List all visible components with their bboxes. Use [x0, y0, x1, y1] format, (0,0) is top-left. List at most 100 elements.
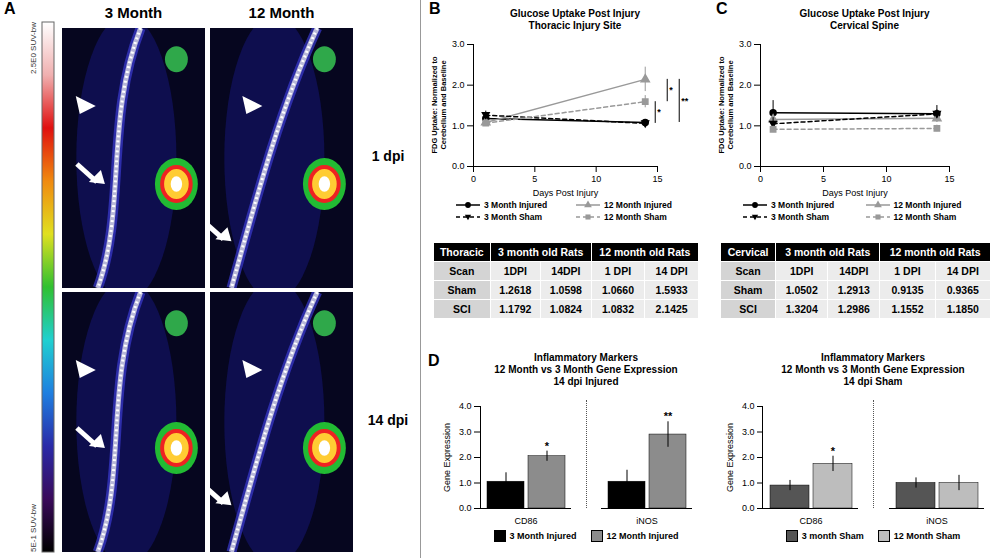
svg-text:*: *: [669, 85, 673, 95]
html-text:1.1552: 1.1552: [891, 303, 924, 315]
svg-text:1.0: 1.0: [452, 121, 465, 131]
html-text:12 Month vs 3 Month Gene Expre: 12 Month vs 3 Month Gene Expression: [781, 364, 965, 375]
html-text:14 dpi Sham: 14 dpi Sham: [843, 376, 903, 387]
html-text:1.0660: 1.0660: [601, 284, 634, 296]
html-text:Scan: Scan: [449, 265, 475, 277]
html-text:1.0598: 1.0598: [549, 284, 582, 296]
html-text:Sham: Sham: [447, 284, 477, 296]
html-text:Inflammatory Markers: Inflammatory Markers: [534, 352, 638, 363]
html-text:3 Month: 3 Month: [104, 4, 163, 21]
svg-text:1.0: 1.0: [742, 478, 755, 488]
svg-text:3.0: 3.0: [739, 39, 752, 49]
html-text:1 dpi: 1 dpi: [371, 148, 405, 164]
svg-text:*: *: [657, 107, 661, 117]
svg-text:10: 10: [591, 174, 601, 184]
html-text:1.0824: 1.0824: [549, 303, 582, 315]
html-text:C: C: [716, 0, 728, 17]
html-text:0.9135: 0.9135: [891, 284, 924, 296]
html-text:Scan: Scan: [735, 265, 761, 277]
html-text:12 month old Rats: 12 month old Rats: [599, 246, 691, 258]
html-text:1 DPI: 1 DPI: [894, 265, 921, 277]
html-text:1.1850: 1.1850: [946, 303, 979, 315]
svg-text:iNOS: iNOS: [636, 516, 658, 526]
html-text:14 DPI: 14 DPI: [655, 265, 688, 277]
html-text:Glucose Uptake Post Injury: Glucose Uptake Post Injury: [510, 8, 640, 19]
svg-text:Days Post Injury: Days Post Injury: [822, 188, 888, 198]
svg-text:10: 10: [881, 174, 891, 184]
svg-text:CD86: CD86: [799, 516, 822, 526]
html-text:1DPI: 1DPI: [503, 265, 527, 277]
svg-text:2.0: 2.0: [742, 452, 755, 462]
html-text:14 dpi: 14 dpi: [367, 412, 409, 428]
svg-text:15: 15: [944, 174, 954, 184]
svg-text:2.5E0 SUV-bw: 2.5E0 SUV-bw: [29, 22, 38, 74]
svg-text:Gene Expression: Gene Expression: [442, 423, 452, 492]
html-text:A: A: [4, 0, 16, 17]
html-text:Thoracic: Thoracic: [439, 246, 484, 258]
html-text:3 month old Rats: 3 month old Rats: [785, 246, 871, 258]
html-text:B: B: [429, 0, 441, 17]
html-text:14DPI: 14DPI: [839, 265, 869, 277]
svg-text:5E-1 SUV-bw: 5E-1 SUV-bw: [29, 504, 38, 552]
svg-text:iNOS: iNOS: [926, 516, 948, 526]
html-text:12 month old Rats: 12 month old Rats: [889, 246, 981, 258]
svg-text:FDG Uptake: Normalized toCereb: FDG Uptake: Normalized toCerebellum and …: [717, 56, 735, 154]
html-text:D: D: [428, 352, 440, 369]
html-text:1.2618: 1.2618: [499, 284, 532, 296]
svg-text:0.0: 0.0: [739, 161, 752, 171]
html-text:3 month old Rats: 3 month old Rats: [498, 246, 584, 258]
html-text:14 DPI: 14 DPI: [946, 265, 979, 277]
svg-text:0: 0: [471, 174, 476, 184]
svg-text:4.0: 4.0: [742, 401, 755, 411]
svg-text:CD86: CD86: [514, 516, 537, 526]
html-text:1.0832: 1.0832: [601, 303, 634, 315]
html-text:0.9365: 0.9365: [946, 284, 979, 296]
svg-text:0.0: 0.0: [742, 503, 755, 513]
html-text:12 Month Injured: 12 Month Injured: [604, 200, 672, 210]
html-text:Glucose Uptake Post Injury: Glucose Uptake Post Injury: [799, 8, 930, 19]
html-text:1.3204: 1.3204: [785, 303, 818, 315]
html-text:1.2913: 1.2913: [837, 284, 870, 296]
html-text:1.0502: 1.0502: [785, 284, 818, 296]
svg-text:Days Post Injury: Days Post Injury: [533, 188, 599, 198]
svg-text:**: **: [664, 410, 673, 422]
html-text:1 DPI: 1 DPI: [604, 265, 632, 277]
html-text:14 dpi Injured: 14 dpi Injured: [553, 376, 619, 387]
svg-text:1.0: 1.0: [739, 121, 752, 131]
html-text:1.1792: 1.1792: [499, 303, 532, 315]
svg-text:*: *: [545, 440, 550, 452]
html-text:1DPI: 1DPI: [790, 265, 814, 277]
svg-text:15: 15: [652, 174, 662, 184]
html-text:Thoracic Injury Site: Thoracic Injury Site: [528, 20, 622, 31]
svg-text:0.0: 0.0: [452, 161, 465, 171]
html-text:Cervical: Cervical: [727, 246, 769, 258]
html-text:Sham: Sham: [733, 284, 763, 296]
svg-text:2.0: 2.0: [452, 80, 465, 90]
html-text:3 Month Injured: 3 Month Injured: [484, 200, 548, 210]
html-text:12 Month: 12 Month: [248, 4, 315, 21]
svg-text:3.0: 3.0: [459, 427, 472, 437]
html-text:1.2986: 1.2986: [837, 303, 870, 315]
svg-text:5: 5: [821, 174, 826, 184]
html-text:SCI: SCI: [739, 303, 757, 315]
html-text:Cervical Spine: Cervical Spine: [830, 20, 899, 31]
svg-text:0.0: 0.0: [459, 503, 472, 513]
svg-text:3.0: 3.0: [452, 39, 465, 49]
svg-text:*: *: [831, 445, 836, 457]
svg-text:3.0: 3.0: [742, 427, 755, 437]
svg-text:2.0: 2.0: [739, 80, 752, 90]
html-text:2.1425: 2.1425: [655, 303, 688, 315]
svg-text:Gene Expression: Gene Expression: [725, 423, 735, 492]
svg-text:FDG Uptake: Normalized toCereb: FDG Uptake: Normalized toCerebellum and …: [430, 56, 448, 154]
svg-text:**: **: [681, 96, 689, 106]
html-text:12 Month vs 3 Month Gene Expre: 12 Month vs 3 Month Gene Expression: [494, 364, 678, 375]
svg-text:5: 5: [532, 174, 537, 184]
svg-text:4.0: 4.0: [459, 401, 472, 411]
html-text:14DPI: 14DPI: [551, 265, 581, 277]
html-text:Inflammatory Markers: Inflammatory Markers: [821, 352, 925, 363]
html-text:SCI: SCI: [453, 303, 471, 315]
svg-text:1.0: 1.0: [459, 478, 472, 488]
svg-text:0: 0: [758, 174, 763, 184]
html-text:1.5933: 1.5933: [655, 284, 688, 296]
svg-text:2.0: 2.0: [459, 452, 472, 462]
